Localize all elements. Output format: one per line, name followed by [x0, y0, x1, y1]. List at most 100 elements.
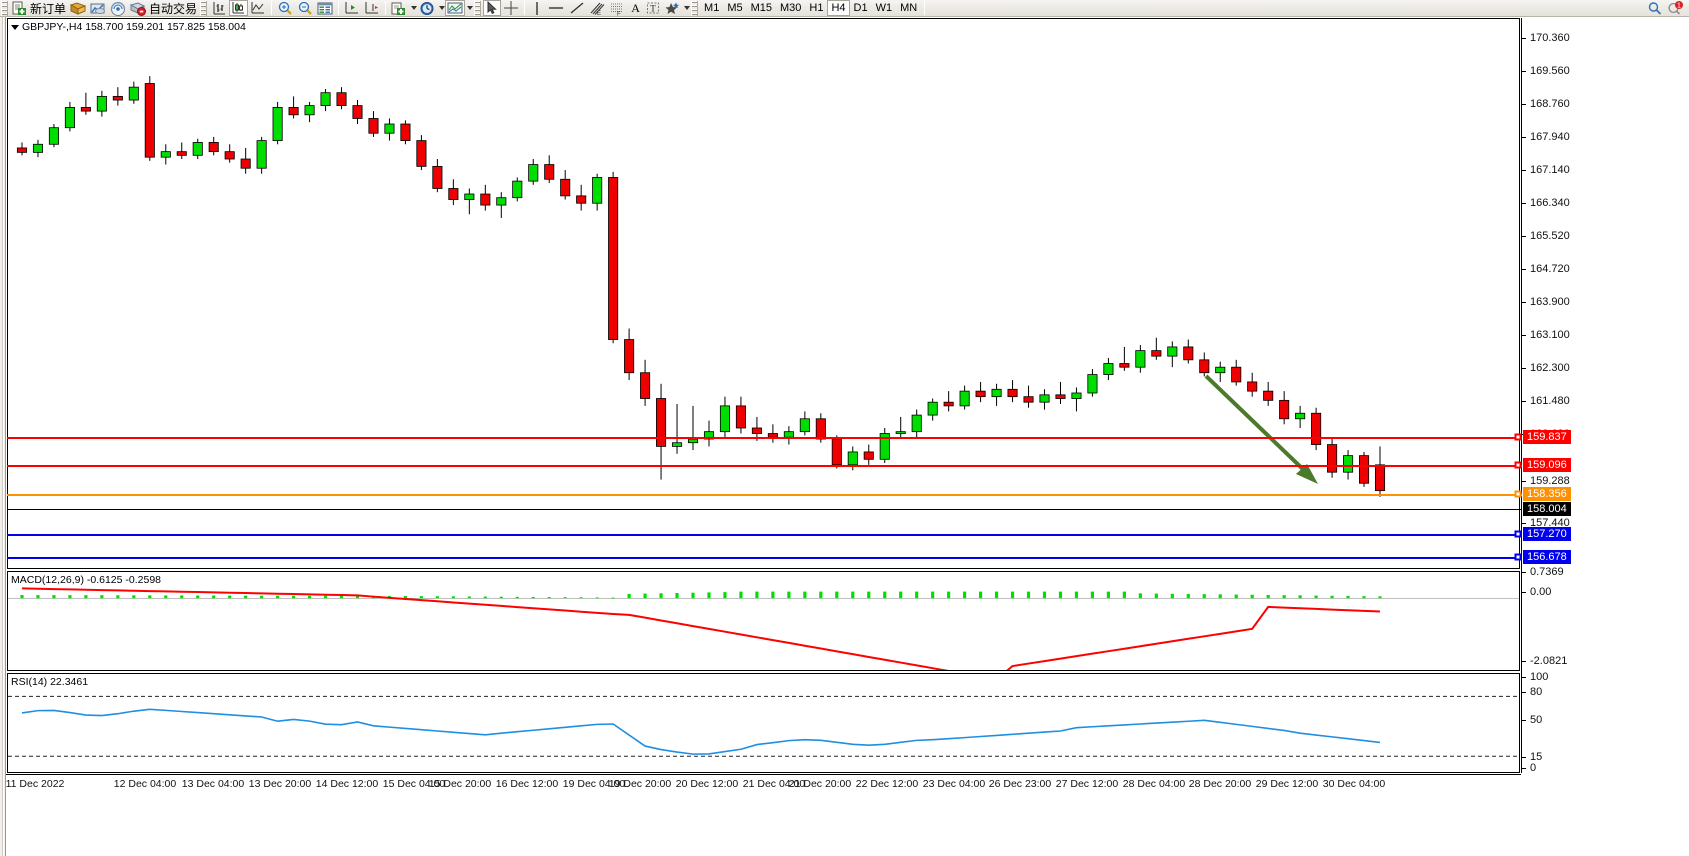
price-tick: 163.100 [1522, 329, 1570, 341]
price-chart-pane[interactable]: GBPJPY-,H4 158.700 159.201 157.825 158.0… [7, 18, 1520, 569]
toolbar-separator [271, 1, 273, 15]
rsi-axis-tick: 50 [1522, 714, 1542, 726]
price-tick: 165.520 [1522, 230, 1570, 242]
symbol-header-text: GBPJPY-,H4 158.700 159.201 157.825 158.0… [22, 21, 246, 33]
timeframe-m15[interactable]: M15 [750, 2, 772, 14]
time-axis-label: 13 Dec 20:00 [248, 778, 312, 790]
macd-axis-tick: 0.00 [1522, 586, 1551, 598]
timeframe-w1[interactable]: W1 [875, 2, 893, 14]
macd-axis-tick: 0.7369 [1522, 566, 1564, 578]
toolbar-separator-5 [924, 1, 926, 15]
price-tick: 157.440 [1522, 517, 1570, 529]
time-axis-label: 27 Dec 12:00 [1055, 778, 1119, 790]
text-icon[interactable]: A [631, 0, 640, 15]
price-tick: 161.480 [1522, 395, 1570, 407]
price-tick: 159.288 [1522, 475, 1570, 487]
auto-scroll-icon[interactable] [362, 0, 382, 16]
time-axis-label: 20 Dec 12:00 [675, 778, 739, 790]
time-axis-label: 21 Dec 04:00 [742, 778, 806, 790]
cursor-icon[interactable] [483, 0, 502, 16]
time-axis-label: 19 Dec 20:00 [608, 778, 672, 790]
data-window-icon[interactable] [315, 0, 335, 16]
collapse-triangle-icon[interactable] [11, 24, 19, 30]
time-axis-label: 14 Dec 12:00 [315, 778, 379, 790]
toolbar-grip-4[interactable] [691, 0, 699, 16]
rsi-label[interactable]: RSI(14) 22.3461 [11, 676, 89, 688]
rsi-canvas [8, 695, 1519, 757]
macd-label[interactable]: MACD(12,26,9) -0.6125 -0.2598 [11, 574, 161, 586]
zoom-out-icon[interactable] [295, 0, 315, 16]
time-axis-label: 30 Dec 04:00 [1322, 778, 1386, 790]
horizontal-line-icon[interactable] [545, 0, 567, 16]
shapes-icon[interactable] [662, 0, 682, 16]
symbol-header[interactable]: GBPJPY-,H4 158.700 159.201 157.825 158.0… [11, 21, 246, 33]
time-axis-label: 15 Dec 20:00 [428, 778, 492, 790]
new-order-icon[interactable] [10, 0, 29, 16]
time-axis-label: 29 Dec 12:00 [1255, 778, 1319, 790]
time-axis-label: 16 Dec 12:00 [495, 778, 559, 790]
toolbar-grip[interactable] [1, 0, 8, 16]
rsi-pane[interactable]: RSI(14) 22.3461 [7, 673, 1520, 773]
terminal-icon[interactable] [88, 0, 108, 16]
book-icon[interactable] [68, 0, 88, 16]
price-axis[interactable]: 170.360 169.560 168.760 167.940 167.140 166.3… [1521, 18, 1689, 774]
price-tick: 164.720 [1522, 263, 1570, 275]
rsi-axis-tick: 80 [1522, 686, 1542, 698]
timeframe-m1[interactable]: M1 [704, 2, 720, 14]
svg-text:F: F [617, 11, 621, 16]
zoom-in-icon[interactable] [275, 0, 295, 16]
chart-shift-icon[interactable] [342, 0, 362, 16]
templates-icon[interactable] [445, 0, 466, 16]
timeframe-m5[interactable]: M5 [727, 2, 743, 14]
time-axis-label: 19 Dec 04:00 [562, 778, 626, 790]
period-chevron-down-icon[interactable] [439, 6, 446, 10]
equidistant-channel-icon[interactable]: E [587, 0, 607, 16]
search-icon[interactable] [1645, 0, 1665, 16]
new-order-label[interactable]: 新订单 [30, 1, 67, 16]
auto-trading-icon[interactable] [128, 0, 148, 16]
price-tick: 162.300 [1522, 362, 1570, 374]
time-axis-label: 13 Dec 04:00 [181, 778, 245, 790]
price-tick: 169.560 [1522, 65, 1570, 77]
signal-icon[interactable] [108, 0, 128, 16]
rsi-axis-tick: 100 [1522, 671, 1548, 683]
chart-left-grip[interactable] [0, 17, 6, 856]
candlestick-chart-icon[interactable] [229, 0, 249, 16]
shapes-chevron-down-icon[interactable] [684, 6, 691, 10]
price-tick: 166.340 [1522, 197, 1570, 209]
rsi-axis-tick: 0 [1522, 762, 1536, 774]
period-icon[interactable] [417, 0, 437, 16]
toolbar-grip-2[interactable] [200, 0, 208, 16]
time-axis-label: 28 Dec 04:00 [1122, 778, 1186, 790]
timeframe-mn[interactable]: MN [900, 2, 918, 14]
trendline-icon[interactable] [567, 0, 587, 16]
time-axis[interactable]: 11 Dec 2022 12 Dec 04:00 13 Dec 04:00 13 De… [0, 774, 1521, 794]
indicators-chevron-down-icon[interactable] [411, 6, 418, 10]
macd-pane[interactable]: MACD(12,26,9) -0.6125 -0.2598 [7, 571, 1520, 671]
fibonacci-icon[interactable]: F [607, 0, 627, 16]
downtrend-arrow [1204, 374, 1318, 484]
trend-arrow-canvas[interactable] [8, 19, 1519, 568]
alerts-icon[interactable]: 1 [1665, 0, 1686, 16]
timeframe-m30[interactable]: M30 [780, 2, 802, 14]
vertical-line-icon[interactable] [528, 0, 545, 16]
time-axis-label: 11 Dec 2022 [5, 778, 65, 790]
timeframe-h1[interactable]: H1 [809, 2, 824, 14]
price-tick: 168.760 [1522, 98, 1570, 110]
templates-chevron-down-icon[interactable] [467, 6, 474, 10]
indicators-icon[interactable] [389, 0, 409, 16]
crosshair-icon[interactable] [501, 0, 521, 16]
bar-chart-icon[interactable] [209, 0, 229, 16]
timeframe-h4[interactable]: H4 [827, 0, 850, 16]
macd-canvas [8, 587, 1519, 670]
notification-count: 1 [1677, 2, 1681, 9]
time-axis-label: 28 Dec 20:00 [1188, 778, 1252, 790]
text-label-icon[interactable]: T [644, 0, 662, 16]
svg-text:T: T [650, 4, 656, 14]
toolbar-grip-3[interactable] [474, 0, 482, 16]
timeframe-d1[interactable]: D1 [853, 2, 868, 14]
svg-text:E: E [597, 11, 601, 16]
price-tick: 160.680 [1522, 428, 1570, 440]
line-chart-icon[interactable] [248, 0, 268, 16]
auto-trading-label[interactable]: 自动交易 [149, 1, 198, 16]
